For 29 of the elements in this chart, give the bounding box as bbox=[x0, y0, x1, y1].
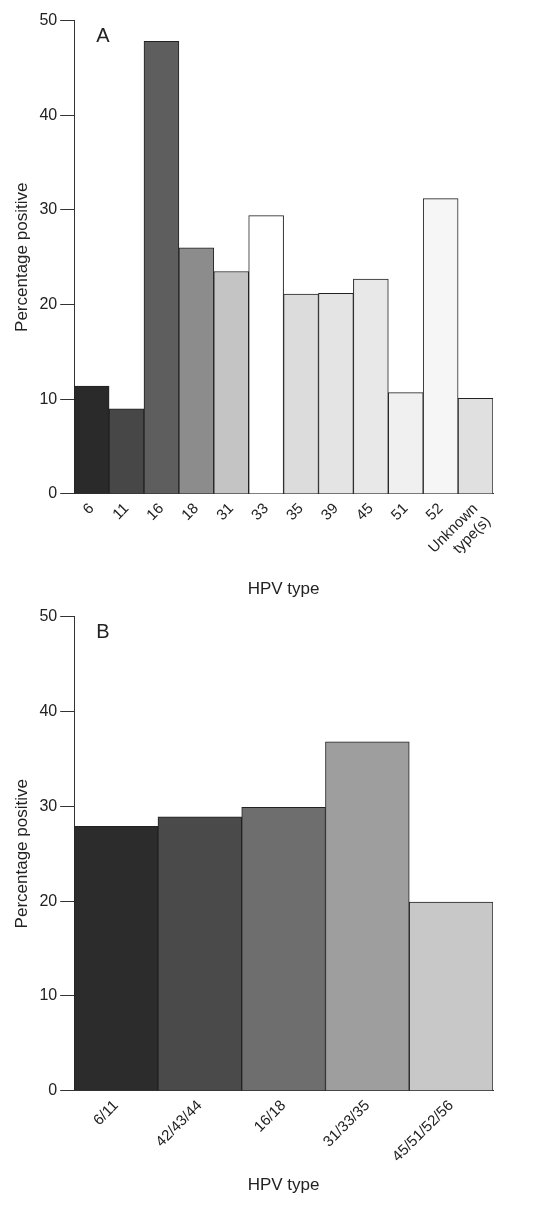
x-tick-label: 45 bbox=[352, 499, 376, 524]
y-axis-title: Percentage positive bbox=[11, 779, 31, 929]
y-tick-label: 40 bbox=[39, 105, 58, 123]
y-tick-label: 20 bbox=[39, 295, 58, 312]
x-tick-label: 6 bbox=[78, 499, 97, 518]
x-axis-title: HPV type bbox=[247, 1175, 320, 1195]
x-tick-label: 31 bbox=[212, 499, 237, 524]
x-tick-label: 16 bbox=[142, 499, 167, 524]
x-tick-label: 39 bbox=[317, 499, 341, 524]
y-axis-title: Percentage positive bbox=[11, 182, 31, 332]
x-tick-label: 11 bbox=[108, 499, 132, 523]
x-axis-title: HPV type bbox=[247, 579, 320, 599]
y-tick-label: 0 bbox=[48, 1081, 58, 1099]
y-tick-label: 50 bbox=[39, 11, 58, 29]
y-tick-label: 40 bbox=[39, 701, 58, 719]
chart-title: B bbox=[96, 620, 110, 643]
y-tick-label: 10 bbox=[39, 389, 58, 407]
y-tick-label: 20 bbox=[39, 891, 58, 909]
x-tick-label: 6/11 bbox=[89, 1096, 122, 1129]
x-tick-label: 51 bbox=[386, 499, 411, 524]
y-tick-label: 30 bbox=[39, 200, 58, 218]
x-tick-label: 35 bbox=[282, 499, 307, 524]
y-tick-label: 0 bbox=[48, 484, 58, 502]
chart-title: A bbox=[96, 24, 111, 47]
y-tick-label: 30 bbox=[39, 796, 58, 814]
y-tick-label: 10 bbox=[39, 986, 58, 1004]
x-tick-label: 33 bbox=[247, 499, 272, 524]
y-tick-label: 50 bbox=[39, 607, 58, 625]
x-tick-label: 18 bbox=[177, 499, 202, 524]
